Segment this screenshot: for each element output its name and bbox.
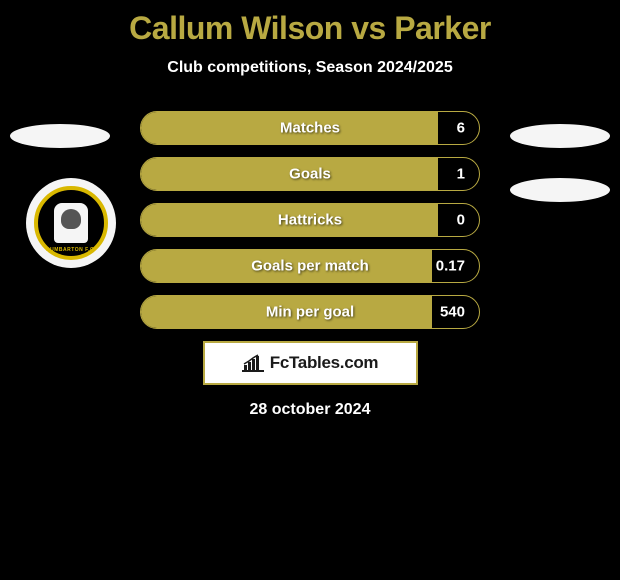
stat-value: 0 xyxy=(457,212,465,229)
stat-value: 6 xyxy=(457,120,465,137)
crest-label: DUMBARTON F.C. xyxy=(38,247,104,253)
page-subtitle: Club competitions, Season 2024/2025 xyxy=(0,59,620,77)
page-title: Callum Wilson vs Parker xyxy=(0,0,620,47)
stat-value: 1 xyxy=(457,166,465,183)
stat-label: Min per goal xyxy=(266,304,354,321)
stats-container: Matches 6 Goals 1 Hattricks 0 Goals per … xyxy=(140,111,480,329)
stat-label: Goals per match xyxy=(251,258,369,275)
stat-bar: Hattricks 0 xyxy=(140,203,480,237)
player-slot-right-2 xyxy=(510,178,610,202)
stat-bar: Min per goal 540 xyxy=(140,295,480,329)
player-slot-left xyxy=(10,124,110,148)
stat-label: Goals xyxy=(289,166,331,183)
date-label: 28 october 2024 xyxy=(0,401,620,419)
player-slot-right xyxy=(510,124,610,148)
stat-bar: Matches 6 xyxy=(140,111,480,145)
stat-value: 0.17 xyxy=(436,258,465,275)
club-crest: DUMBARTON F.C. xyxy=(26,178,116,268)
stat-label: Matches xyxy=(280,120,340,137)
stat-value: 540 xyxy=(440,304,465,321)
stat-bar: Goals 1 xyxy=(140,157,480,191)
attribution-badge: FcTables.com xyxy=(203,341,418,385)
bar-chart-icon xyxy=(242,354,264,372)
attribution-text: FcTables.com xyxy=(270,353,379,373)
stat-label: Hattricks xyxy=(278,212,342,229)
stat-bar: Goals per match 0.17 xyxy=(140,249,480,283)
